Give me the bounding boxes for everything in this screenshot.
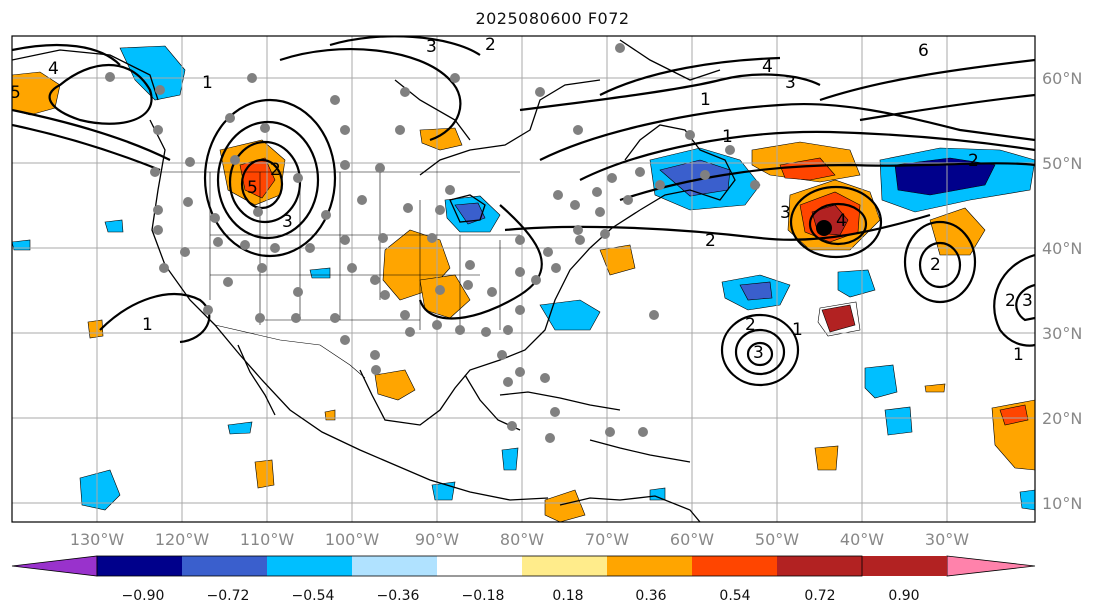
colorbar-segment (182, 556, 267, 576)
contour-lines (12, 36, 1035, 387)
contour-label: 4 (48, 59, 59, 79)
map-title: 2025080600 F072 (475, 9, 630, 28)
lat-label: 60°N (1042, 69, 1082, 88)
contour-label: 3 (426, 37, 437, 57)
contour-label: 4 (836, 211, 847, 231)
contour-label: 2 (705, 231, 716, 251)
colorbar-min-extend (11, 555, 98, 577)
colorbar-segment (97, 556, 182, 576)
colorbar-tick-label: 0.90 (888, 588, 919, 604)
colorbar-max-extend (946, 555, 1036, 577)
contour-label: 1 (202, 73, 213, 93)
colorbar-segment (777, 556, 862, 576)
colorbar-tick-label: −0.90 (122, 588, 165, 604)
contour-label: 2 (485, 35, 496, 55)
contour-label: 3 (753, 343, 764, 363)
lon-label: 90°W (415, 530, 459, 549)
latitude-labels: 60°N 50°N 40°N 30°N 20°N 10°N (1042, 69, 1082, 513)
colorbar-tick-label: −0.72 (207, 588, 250, 604)
lat-label: 50°N (1042, 154, 1082, 173)
contour-labels: 5 1 2 3 4 6 1 1 2 3 4 2 3 4 2 3 2 1 1 3 … (10, 35, 1033, 365)
colorbar-segment (267, 556, 352, 576)
colorbar-tick-label: 0.72 (804, 588, 835, 604)
contour-label: 3 (282, 212, 293, 232)
colorbar-segment (692, 556, 777, 576)
contour-label: 1 (700, 90, 711, 110)
lon-label: 60°W (670, 530, 714, 549)
colorbar-tick-label: 0.18 (552, 588, 583, 604)
colorbar-segment (437, 556, 522, 576)
colorbar-tick-label: 0.36 (635, 588, 666, 604)
contour-label: 4 (762, 57, 773, 77)
lon-label: 130°W (70, 530, 125, 549)
lon-label: 70°W (585, 530, 629, 549)
colorbar-tick-label: −0.18 (462, 588, 505, 604)
colorbar-segment (862, 556, 947, 576)
colorbar-segment (607, 556, 692, 576)
contour-label: 3 (1022, 291, 1033, 311)
colorbar: −0.90 −0.72 −0.54 −0.36 −0.18 0.18 0.36 … (11, 555, 1036, 604)
contour-label: 1 (792, 320, 803, 340)
lat-label: 10°N (1042, 494, 1082, 513)
contour-label: 5 (10, 83, 21, 103)
contour-label: 3 (780, 203, 791, 223)
contour-label: 1 (722, 127, 733, 147)
contour-label: 2 (968, 151, 979, 171)
contour-label: 2 (1005, 291, 1016, 311)
highlight-station-marker (816, 220, 832, 236)
colorbar-tick-label: 0.54 (719, 588, 750, 604)
lon-label: 110°W (240, 530, 295, 549)
lon-label: 120°W (155, 530, 210, 549)
longitude-labels: 130°W 120°W 110°W 100°W 90°W 80°W 70°W 6… (70, 530, 969, 549)
contour-label: 2 (745, 315, 756, 335)
contour-label: 1 (1013, 345, 1024, 365)
colorbar-tick-label: −0.54 (292, 588, 335, 604)
lon-label: 30°W (925, 530, 969, 549)
lon-label: 40°W (840, 530, 884, 549)
colorbar-tick-label: −0.36 (377, 588, 420, 604)
map-frame (11, 35, 1036, 523)
lat-label: 30°N (1042, 324, 1082, 343)
colorbar-segment (522, 556, 607, 576)
station-markers (105, 43, 760, 443)
contour-label: 6 (918, 41, 929, 61)
political-borders (155, 171, 520, 379)
colorbar-segment (352, 556, 437, 576)
lat-label: 20°N (1042, 409, 1082, 428)
contour-label: 1 (142, 315, 153, 335)
contour-label: 3 (785, 73, 796, 93)
colorbar-tick-labels: −0.90 −0.72 −0.54 −0.36 −0.18 0.18 0.36 … (122, 588, 920, 604)
lon-label: 50°W (755, 530, 799, 549)
contour-label: 2 (930, 255, 941, 275)
lon-label: 100°W (325, 530, 380, 549)
contour-label: 2 (270, 160, 281, 180)
contour-label: 5 (247, 178, 258, 198)
lat-label: 40°N (1042, 239, 1082, 258)
lon-label: 80°W (500, 530, 544, 549)
coastlines (12, 39, 736, 522)
